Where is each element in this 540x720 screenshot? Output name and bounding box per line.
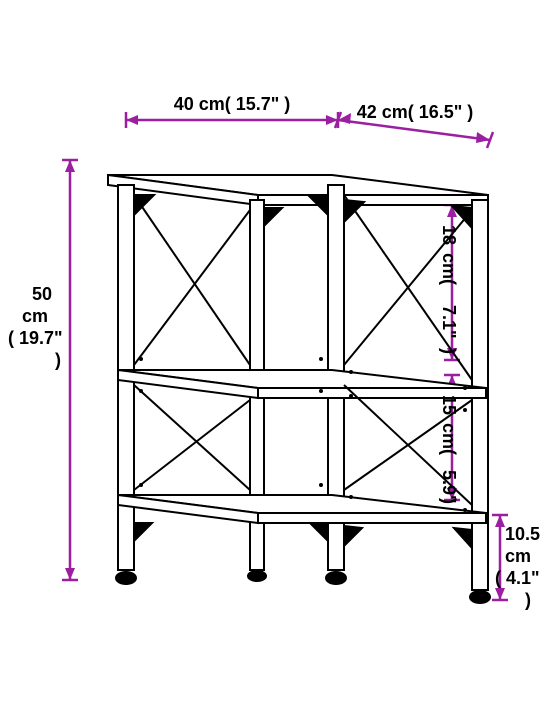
gap-bot-1: 10.5 [505, 524, 540, 544]
gap-bot-3: ( 4.1" [495, 568, 540, 588]
gap-top-in: 7.1" [439, 305, 459, 339]
height-cm: 50 [32, 284, 52, 304]
height-cm-unit: cm [22, 306, 48, 326]
width-label: 40 cm( 15.7" ) [174, 94, 291, 114]
gap-top-paren: ) [439, 348, 459, 354]
depth-label: 42 cm( 16.5" ) [357, 102, 474, 122]
furniture-diagram: 40 cm( 15.7" ) 42 cm( 16.5" ) 50 cm ( 19… [0, 0, 540, 720]
gap-top-cm-unit: cm( [439, 253, 459, 285]
height-paren: ) [55, 350, 61, 370]
gap-mid-cm-unit: cm( [439, 423, 459, 455]
height-in: ( 19.7" [8, 328, 63, 348]
gap-bot-4: ) [525, 590, 531, 610]
table-outline [108, 175, 490, 603]
gap-mid-paren: ) [439, 498, 459, 504]
gap-mid-cm: 15 [439, 395, 459, 415]
gap-top-cm: 18 [439, 225, 459, 245]
gap-bot-2: cm [505, 546, 531, 566]
